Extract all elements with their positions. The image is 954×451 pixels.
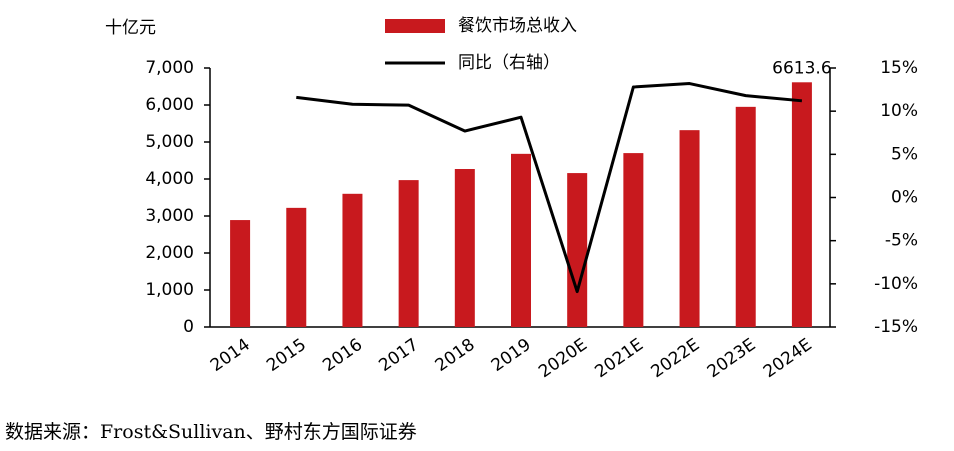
x-tick-label: 2018 [432,335,479,376]
y-tick-label: 6,000 [145,95,194,115]
y2-tick-label: -5% [885,231,918,251]
y2-tick-label: 5% [891,144,918,164]
y-tick-label: 4,000 [145,169,194,189]
x-tick-label: 2017 [375,335,422,376]
x-tick-label: 2019 [488,335,535,376]
y-unit-label: 十亿元 [105,18,156,38]
x-tick-label: 2022E [648,335,704,382]
bar [398,180,419,327]
legend-swatch [385,19,445,33]
source: 数据来源：Frost&Sullivan、野村东方国际证券 [5,421,417,443]
x-tick-label: 2016 [319,335,366,376]
bar [454,169,475,327]
legend-label: 同比（右轴） [458,53,560,73]
y2-tick-label: 10% [880,101,918,121]
y-tick-label: 5,000 [145,132,194,152]
bar [735,106,756,327]
y-tick-label: 3,000 [145,206,194,226]
bar [511,153,531,327]
x-tick-label: 2024E [760,335,816,382]
y2-tick-label: 15% [880,58,918,78]
bar [679,130,700,327]
y-tick-label: 7,000 [145,58,194,78]
bar [286,207,307,327]
x-tick-label: 2023E [704,335,760,382]
bar [623,153,644,327]
y-tick-label: 2,000 [145,243,194,263]
bar [567,173,588,327]
line [296,82,803,294]
y-tick-label: 1,000 [145,280,194,300]
y2-tick-label: 0% [891,188,918,208]
bar [230,220,251,327]
x-tick-label: 2015 [263,335,310,376]
y2-tick-label: -15% [874,317,918,337]
legend-label: 餐饮市场总收入 [458,16,577,36]
x-tick-label: 2020E [535,335,591,382]
bar [791,82,812,327]
x-tick-label: 2014 [207,335,254,376]
value-label: 6613.6 [772,58,831,78]
x-tick-label: 2021E [591,335,647,382]
y-tick-label: 0 [183,317,194,337]
bar [342,193,363,327]
y2-tick-label: -10% [874,274,918,294]
